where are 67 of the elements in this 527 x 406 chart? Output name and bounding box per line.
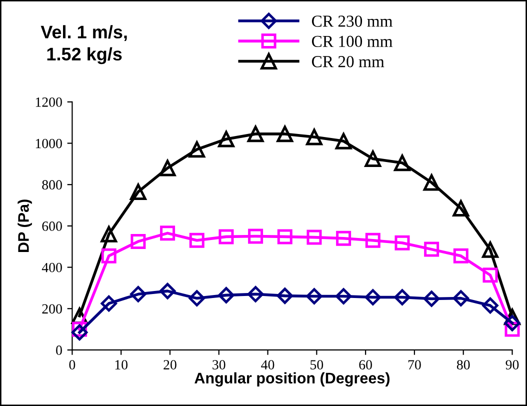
point (130, 286, 146, 302)
point (394, 154, 410, 172)
point (306, 230, 322, 245)
text: Vel. 1 m/s, 1.52 kg/s (40, 25, 127, 64)
x-tick-label: 80 (456, 360, 470, 370)
point (130, 184, 146, 200)
point (247, 286, 264, 302)
point (364, 289, 382, 306)
x-tick-label: 70 (408, 360, 421, 370)
x-axis-title: Angular position (Degrees) (194, 372, 390, 387)
x-tick-label: 50 (310, 360, 324, 370)
point (159, 282, 176, 300)
point (424, 242, 440, 257)
point (364, 150, 382, 167)
point (100, 295, 117, 312)
y-tick-label: 1000 (36, 138, 62, 148)
point (247, 126, 264, 142)
point (218, 287, 234, 304)
point (504, 314, 520, 332)
point (306, 288, 322, 304)
point (394, 235, 410, 250)
point (482, 297, 498, 314)
point (453, 248, 468, 264)
point (482, 268, 498, 283)
point (101, 248, 116, 264)
point (248, 228, 264, 244)
point (188, 141, 206, 158)
x-tick-label: 60 (359, 360, 372, 370)
point (218, 130, 234, 148)
point (335, 132, 352, 150)
x-tick-label: 20 (164, 360, 176, 370)
y-tick-label: 800 (42, 180, 62, 190)
point (336, 230, 352, 246)
point (71, 324, 88, 341)
point (482, 242, 498, 258)
point (423, 290, 440, 307)
x-tick-label: 0 (69, 360, 76, 370)
x-tick-label: 30 (212, 360, 226, 370)
y-tick-label: 200 (42, 304, 62, 314)
y-tick-label: 0 (56, 346, 62, 355)
point (276, 288, 294, 304)
point (452, 290, 470, 306)
legend-label: CR 230 mm (312, 16, 393, 27)
point (335, 288, 352, 304)
y-tick-label: 600 (42, 222, 62, 231)
point (423, 174, 440, 191)
x-tick-label: 10 (115, 360, 128, 370)
point (394, 289, 410, 306)
point (189, 232, 204, 248)
point (218, 229, 234, 244)
point (306, 128, 322, 146)
y-tick-label: 1200 (36, 97, 62, 107)
point (188, 290, 205, 306)
point (452, 200, 470, 217)
y-tick-label: 400 (42, 262, 62, 272)
x-tick-label: 40 (261, 360, 274, 370)
x-tick-label: 90 (506, 360, 519, 370)
point (159, 160, 176, 176)
point (365, 232, 380, 248)
point (100, 226, 118, 242)
point (276, 126, 294, 142)
point (277, 229, 292, 244)
point (130, 234, 146, 249)
legend-label: CR 100 mm (312, 36, 393, 48)
point (160, 226, 176, 241)
legend-label: CR 20 mm (312, 56, 384, 68)
y-axis-title: DP (Pa) (18, 200, 32, 252)
